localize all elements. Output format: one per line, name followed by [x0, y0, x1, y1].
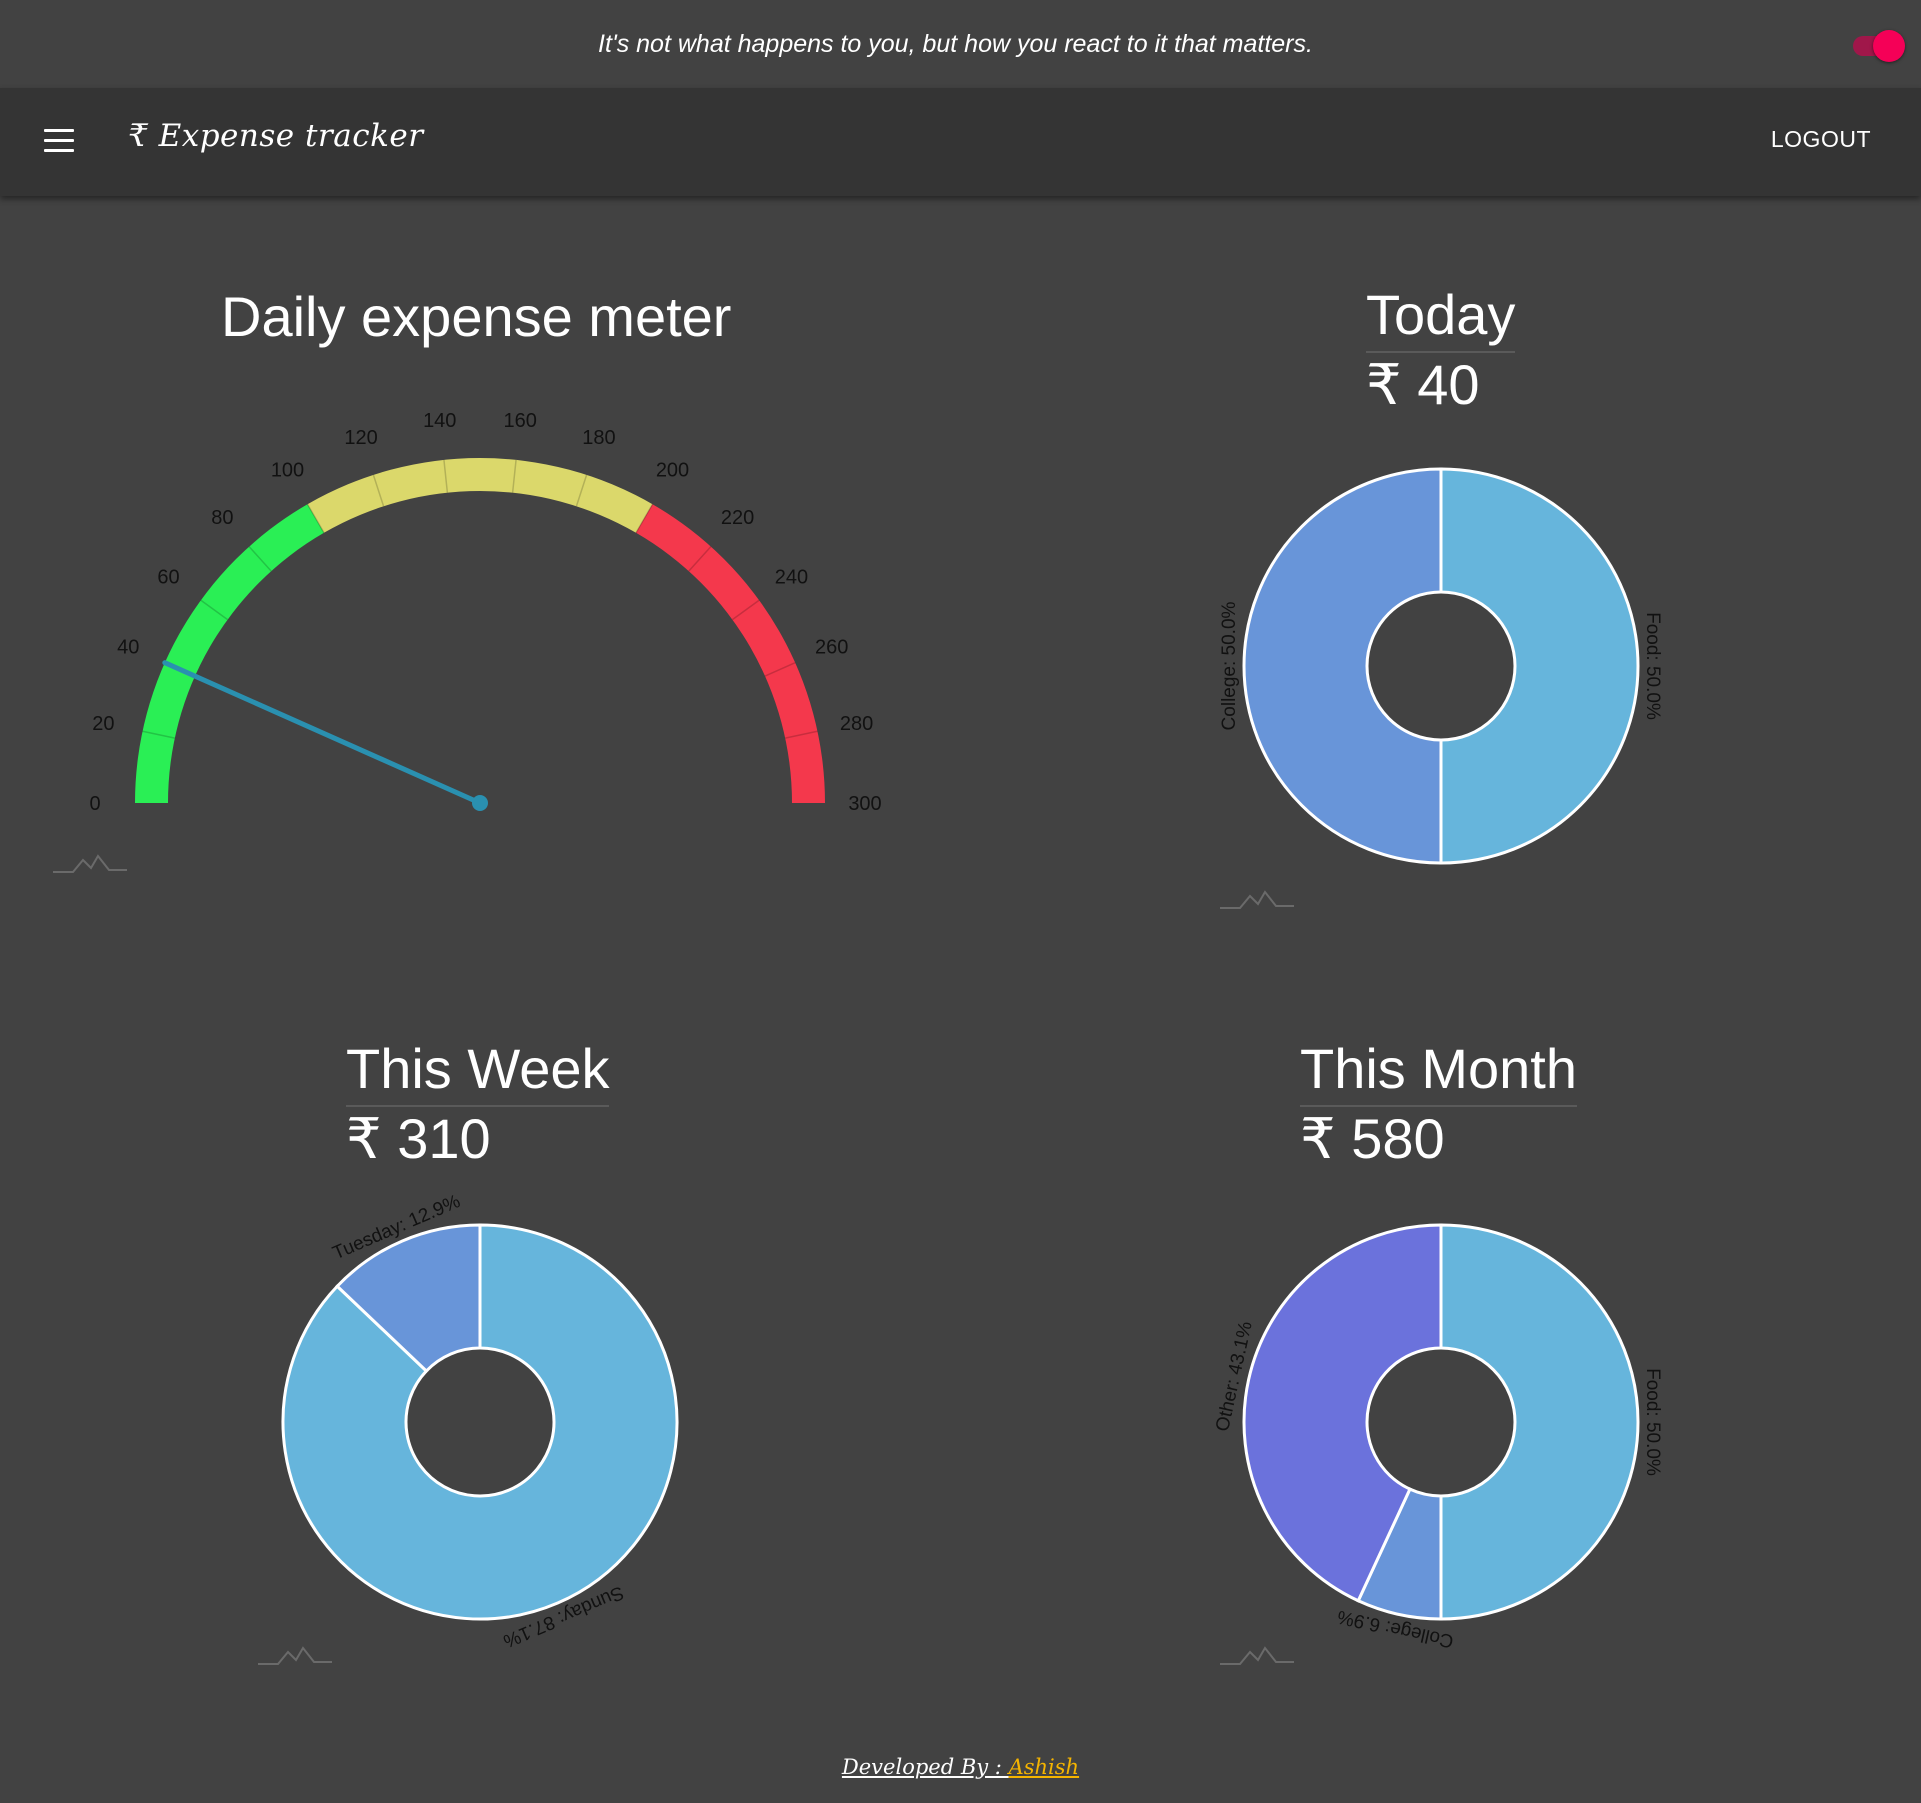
gauge-tick-label: 20 — [92, 713, 114, 735]
today-slice-label: Food: 50.0% — [1642, 612, 1663, 720]
today-amount: ₹ 40 — [1366, 353, 1480, 416]
logout-button[interactable]: LOGOUT — [1770, 126, 1871, 152]
gauge-tick-mark — [372, 474, 385, 507]
week-title: This Week — [346, 1036, 610, 1107]
today-title: Today — [1366, 282, 1516, 353]
week-slice-sunday[interactable] — [281, 1223, 679, 1621]
chart-logo-icon — [53, 854, 127, 873]
gauge-tick-mark — [764, 661, 796, 677]
week-slice-tuesday[interactable] — [335, 1223, 482, 1374]
month-slice-label: Food: 50.0% — [1642, 1368, 1663, 1476]
chart-logo-icon — [258, 1646, 332, 1665]
gauge-needle — [162, 660, 483, 806]
gauge-tick-label: 280 — [840, 713, 873, 735]
gauge-tick-label: 40 — [117, 636, 139, 658]
toggle-thumb[interactable] — [1873, 30, 1905, 62]
gauge-tick-label: 160 — [504, 410, 537, 432]
gauge-tick-label: 60 — [157, 567, 179, 589]
hamburger-icon[interactable] — [44, 129, 74, 153]
month-title: This Month — [1300, 1036, 1577, 1107]
month-slice-food[interactable] — [1439, 1223, 1640, 1621]
gauge-tick-label: 200 — [656, 460, 689, 482]
gauge-tick-mark — [142, 730, 175, 739]
gauge-tick-mark — [306, 503, 325, 534]
gauge-tick-label: 140 — [423, 410, 456, 432]
theme-toggle[interactable] — [1847, 28, 1905, 62]
gauge-tick-label: 300 — [848, 793, 881, 815]
gauge-tick-mark — [688, 546, 712, 572]
gauge-band-0 — [135, 504, 324, 803]
app-title: ₹ Expense tracker — [128, 118, 424, 154]
gauge-tick-label: 260 — [815, 636, 848, 658]
gauge-tick-label: 120 — [344, 427, 377, 449]
gauge-tick-label: 220 — [721, 507, 754, 529]
today-slice-food[interactable] — [1439, 467, 1640, 865]
footer: Developed By : Ashish — [0, 1755, 1921, 1779]
gauge-tick-mark — [443, 459, 449, 493]
gauge-tick-label: 240 — [775, 567, 808, 589]
today-slice-college[interactable] — [1242, 467, 1443, 865]
gauge-tick-mark — [785, 730, 818, 739]
chart-logo-icon — [1220, 1646, 1294, 1665]
app-bar: ₹ Expense tracker LOGOUT — [0, 88, 1921, 196]
quote-bar: It's not what happens to you, but how yo… — [0, 0, 1921, 88]
gauge-tick-label: 0 — [89, 793, 100, 815]
week-amount: ₹ 310 — [346, 1107, 491, 1170]
meter-title: Daily expense meter — [221, 285, 732, 348]
gauge-tick-mark — [248, 546, 272, 572]
gauge-tick-label: 100 — [271, 460, 304, 482]
gauge-needle-hub — [472, 795, 488, 811]
gauge-tick-label: 180 — [582, 427, 615, 449]
gauge-tick-mark — [575, 474, 588, 507]
month-amount: ₹ 580 — [1300, 1107, 1445, 1170]
chart-logo-icon — [1220, 890, 1294, 909]
month-slice-other[interactable] — [1242, 1223, 1443, 1603]
gauge-tick-mark — [200, 599, 229, 621]
gauge-band-1 — [307, 458, 653, 533]
today-slice-label: College: 50.0% — [1219, 601, 1240, 730]
quote-text: It's not what happens to you, but how yo… — [598, 29, 1313, 58]
footer-author-link[interactable]: Ashish — [1008, 1755, 1080, 1779]
gauge-band-2 — [636, 504, 825, 803]
gauge-tick-mark — [511, 459, 517, 493]
footer-prefix: Developed By : — [841, 1755, 1009, 1779]
gauge-tick-mark — [635, 503, 654, 534]
gauge-tick-mark — [731, 599, 760, 621]
gauge-tick-label: 80 — [211, 507, 233, 529]
